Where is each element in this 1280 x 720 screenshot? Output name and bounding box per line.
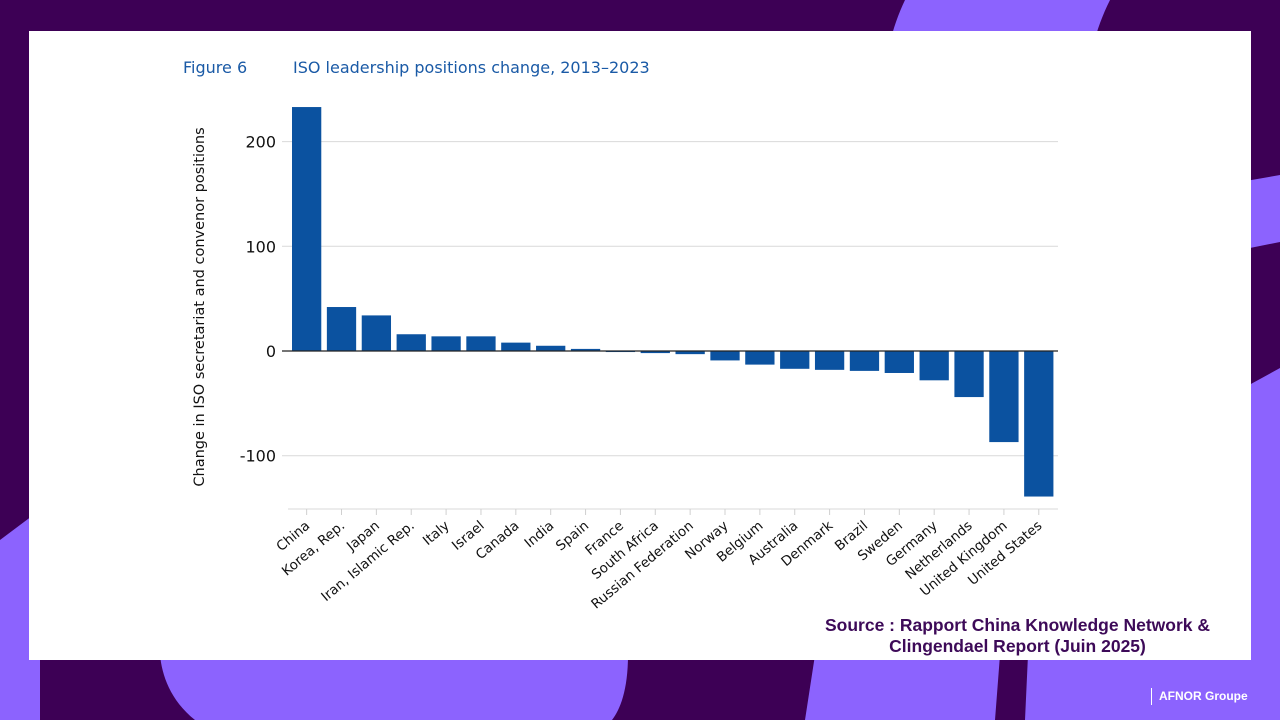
gridlines — [282, 141, 1058, 457]
bar — [431, 336, 461, 351]
bar — [710, 351, 740, 361]
y-tick-label: 0 — [266, 342, 276, 361]
figure-heading: Figure 6 ISO leadership positions change,… — [183, 58, 650, 77]
bar — [849, 351, 880, 371]
bar — [675, 351, 705, 355]
bar — [396, 334, 426, 351]
bg-band-bottom — [0, 655, 1280, 720]
bar — [640, 351, 670, 354]
source-line-2: Clingendael Report (Juin 2025) — [889, 636, 1146, 656]
bar — [954, 351, 984, 398]
x-tick-label: Italy — [420, 518, 453, 549]
y-tick-label: 200 — [245, 133, 276, 152]
bar — [326, 307, 357, 351]
source-line-1: Source : Rapport China Knowledge Network… — [824, 615, 1211, 635]
y-axis-label: Change in ISO secretariat and convenor p… — [192, 127, 208, 486]
x-tick-label: India — [522, 518, 558, 552]
footer-brand: AFNOR Groupe — [1151, 688, 1248, 705]
figure-number: Figure 6 — [183, 58, 248, 77]
bar — [536, 345, 566, 351]
bar — [570, 348, 601, 351]
bar — [292, 107, 322, 351]
bar — [989, 351, 1019, 443]
bar — [361, 315, 392, 351]
figure-title: ISO leadership positions change, 2013–20… — [293, 58, 650, 77]
y-axis-ticks: -100 0 100 200 — [240, 133, 276, 466]
bar — [780, 351, 810, 369]
bars — [292, 107, 1054, 497]
bar — [919, 351, 949, 381]
bar — [884, 351, 914, 373]
bar — [466, 336, 496, 351]
bar — [501, 342, 531, 351]
bar — [1024, 351, 1054, 497]
bar — [745, 351, 775, 365]
y-tick-label: -100 — [240, 447, 276, 466]
bar — [814, 351, 845, 370]
y-tick-label: 100 — [245, 237, 276, 256]
source-note: Source : Rapport China Knowledge Network… — [790, 615, 1245, 657]
chart-panel — [29, 31, 1251, 660]
